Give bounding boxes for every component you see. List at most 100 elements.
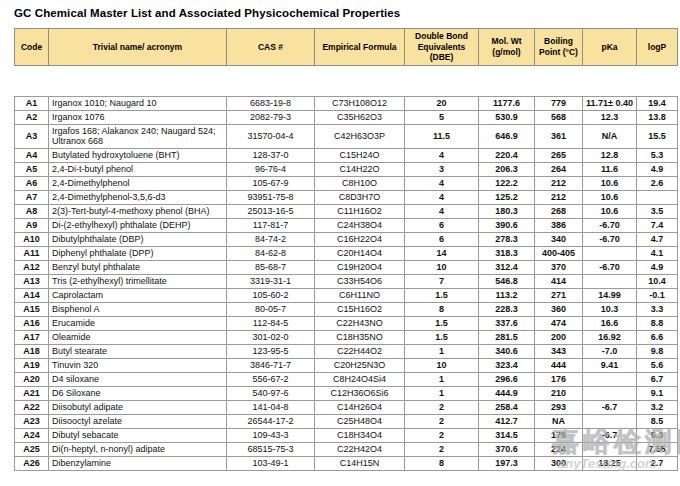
cell-dbe: 8 — [405, 302, 479, 316]
cell-logp: 5.3 — [637, 428, 678, 442]
document-page: GC Chemical Master List and Associated P… — [0, 0, 680, 486]
cell-bp: 271 — [535, 288, 583, 302]
column-header-pka: pKa — [583, 29, 637, 66]
column-header-name: Trivial name/ acronym — [49, 29, 227, 66]
cell-cas: 128-37-0 — [227, 148, 315, 162]
cell-dbe: 5 — [405, 111, 479, 125]
table-row: A13Tris (2-ethylhexyl) trimellitate3319-… — [15, 274, 678, 288]
cell-pka: 10.6 — [583, 176, 637, 190]
cell-bp: 264 — [535, 162, 583, 176]
column-header-cas: CAS # — [227, 29, 315, 66]
cell-logp: 4.7 — [637, 232, 678, 246]
cell-name: Dibutylphthalate (DBP) — [49, 232, 227, 246]
column-header-logp: logP — [637, 29, 678, 66]
cell-molwt: 530.9 — [479, 111, 535, 125]
cell-cas: 3319-31-1 — [227, 274, 315, 288]
table-row: A21D6 Siloxane540-97-6C12H36O6Si61444.92… — [15, 386, 678, 400]
cell-name: Benzyl butyl phthalate — [49, 260, 227, 274]
cell-cas: 105-60-2 — [227, 288, 315, 302]
cell-pka: -6.70 — [583, 218, 637, 232]
cell-dbe: 2 — [405, 428, 479, 442]
cell-name: 2,4-Dimethylphenol-3,5,6-d3 — [49, 190, 227, 204]
cell-dbe: 3 — [405, 162, 479, 176]
cell-pka: 10.6 — [583, 190, 637, 204]
cell-formula: C20H25N3O — [315, 358, 405, 372]
cell-bp: 210 — [535, 386, 583, 400]
cell-cas: 93951-75-8 — [227, 190, 315, 204]
cell-cas: 2082-79-3 — [227, 111, 315, 125]
cell-name: Butylated hydroxytoluene (BHT) — [49, 148, 227, 162]
cell-molwt: 340.6 — [479, 344, 535, 358]
cell-bp: 293 — [535, 400, 583, 414]
cell-dbe: 4 — [405, 176, 479, 190]
cell-molwt: 546.8 — [479, 274, 535, 288]
cell-molwt: 113.2 — [479, 288, 535, 302]
cell-bp: 340 — [535, 232, 583, 246]
cell-bp: 400-405 — [535, 246, 583, 260]
cell-dbe: 8 — [405, 456, 479, 470]
cell-logp: 4.1 — [637, 246, 678, 260]
cell-code: A26 — [15, 456, 49, 470]
cell-molwt: 412.7 — [479, 414, 535, 428]
table-row: A26Dibenzylamine103-49-1C14H15N8197.3300… — [15, 456, 678, 470]
cell-code: A16 — [15, 316, 49, 330]
cell-code: A19 — [15, 358, 49, 372]
cell-molwt: 390.6 — [479, 218, 535, 232]
cell-logp: 3.2 — [637, 400, 678, 414]
cell-molwt: 180.3 — [479, 204, 535, 218]
cell-dbe: 6 — [405, 218, 479, 232]
cell-bp: 370 — [535, 260, 583, 274]
cell-formula: C8D3H7O — [315, 190, 405, 204]
cell-cas: 540-97-6 — [227, 386, 315, 400]
cell-bp: 361 — [535, 125, 583, 149]
cell-cas: 109-43-3 — [227, 428, 315, 442]
cell-name: 2,4-Dimethylphenol — [49, 176, 227, 190]
cell-bp: 176 — [535, 372, 583, 386]
cell-cas: 25013-16-5 — [227, 204, 315, 218]
cell-pka: 11.71± 0.40 — [583, 97, 637, 111]
table-row: A16Erucamide112-84-5C22H43NO1.5337.64741… — [15, 316, 678, 330]
cell-logp: 3.3 — [637, 302, 678, 316]
cell-molwt: 228.3 — [479, 302, 535, 316]
cell-formula: C6H11NO — [315, 288, 405, 302]
cell-molwt: 122.2 — [479, 176, 535, 190]
cell-bp: 360 — [535, 302, 583, 316]
cell-molwt: 323.4 — [479, 358, 535, 372]
cell-pka: 10.3 — [583, 302, 637, 316]
cell-formula: C35H62O3 — [315, 111, 405, 125]
cell-formula: C22H43NO — [315, 316, 405, 330]
cell-code: A15 — [15, 302, 49, 316]
cell-pka — [583, 414, 637, 428]
cell-pka: 11.6 — [583, 162, 637, 176]
cell-formula: C16H22O4 — [315, 232, 405, 246]
cell-molwt: 1177.6 — [479, 97, 535, 111]
cell-cas: 84-62-8 — [227, 246, 315, 260]
cell-formula: C14H26O4 — [315, 400, 405, 414]
cell-name: D4 siloxane — [49, 372, 227, 386]
table-row: A23Diisooctyl azelate26544-17-2C25H48O42… — [15, 414, 678, 428]
cell-cas: 96-76-4 — [227, 162, 315, 176]
table-row: A2Irganox 10762082-79-3C35H62O35530.9568… — [15, 111, 678, 125]
cell-code: A2 — [15, 111, 49, 125]
cell-bp: 212 — [535, 190, 583, 204]
cell-formula: C8H24O4Si4 — [315, 372, 405, 386]
cell-logp: 3.5 — [637, 204, 678, 218]
chemical-data-table: A1Irganox 1010; Naugard 106683-19-8C73H1… — [14, 96, 678, 471]
cell-molwt: 646.9 — [479, 125, 535, 149]
cell-dbe: 1.5 — [405, 316, 479, 330]
cell-bp: 212 — [535, 176, 583, 190]
cell-pka: N/A — [583, 125, 637, 149]
cell-code: A23 — [15, 414, 49, 428]
cell-logp: -0.1 — [637, 288, 678, 302]
cell-dbe: 1.5 — [405, 330, 479, 344]
cell-pka: 16.6 — [583, 316, 637, 330]
cell-formula: C12H36O6Si6 — [315, 386, 405, 400]
cell-code: A1 — [15, 97, 49, 111]
cell-code: A9 — [15, 218, 49, 232]
cell-pka: -6.70 — [583, 232, 637, 246]
cell-pka — [583, 274, 637, 288]
cell-logp: 9.8 — [637, 344, 678, 358]
cell-cas: 6683-19-8 — [227, 97, 315, 111]
cell-name: Diphenyl phthalate (DPP) — [49, 246, 227, 260]
cell-name: Diisooctyl azelate — [49, 414, 227, 428]
